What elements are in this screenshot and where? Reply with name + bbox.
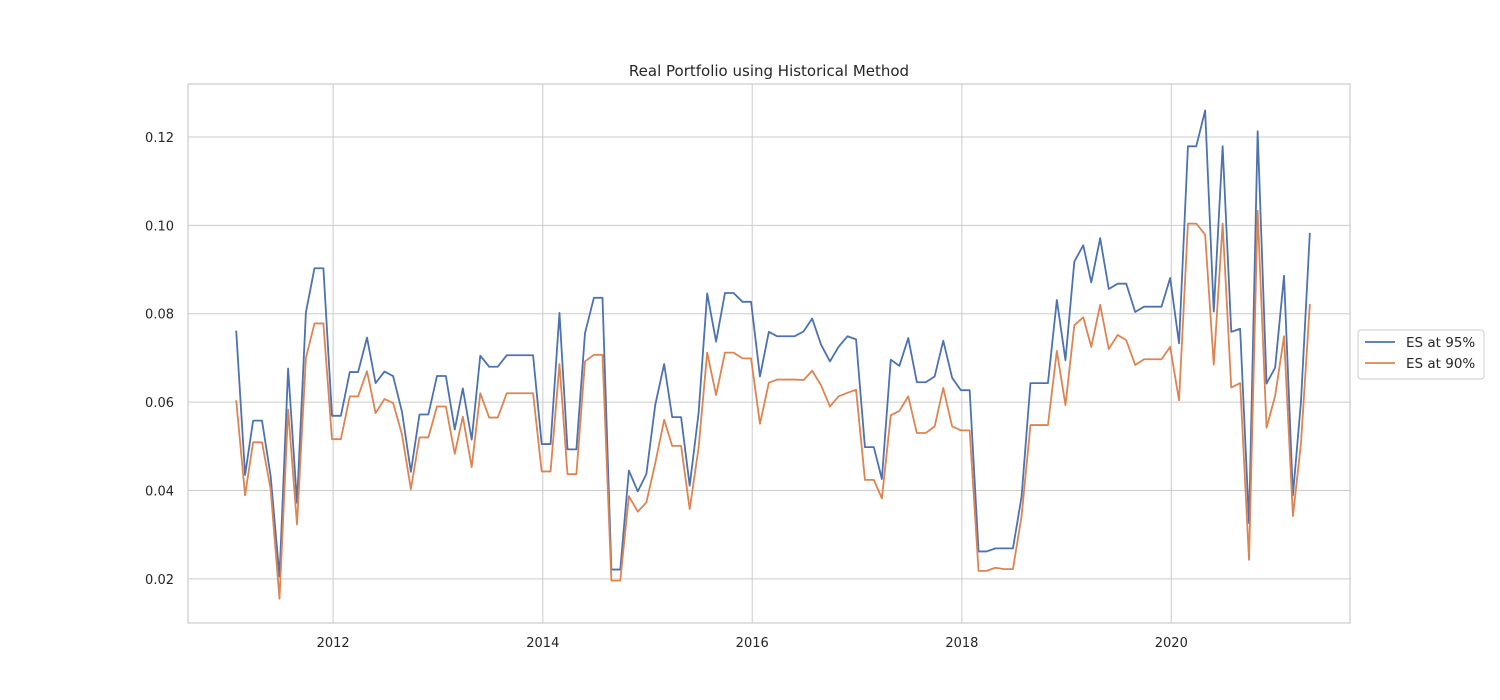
- y-tick-label: 0.12: [145, 131, 174, 146]
- legend-label-es90: ES at 90%: [1406, 356, 1475, 372]
- x-tick-label: 2020: [1155, 636, 1188, 651]
- legend-label-es95: ES at 95%: [1406, 335, 1475, 351]
- x-tick-label: 2014: [526, 636, 559, 651]
- legend: ES at 95% ES at 90%: [1357, 329, 1485, 380]
- series-layer: [235, 109, 1311, 600]
- chart-title: Real Portfolio using Historical Method: [629, 62, 909, 80]
- x-tick-label: 2016: [736, 636, 769, 651]
- series-line-es90: [235, 209, 1311, 600]
- y-tick-label: 0.10: [145, 219, 174, 234]
- x-tick-label: 2018: [945, 636, 978, 651]
- x-tick-labels: 2012 2014 2016 2018 2020: [317, 636, 1188, 651]
- x-tick-label: 2012: [317, 636, 350, 651]
- y-tick-labels: 0.02 0.04 0.06 0.08 0.10 0.12: [145, 131, 174, 588]
- series-line-es95: [235, 109, 1311, 578]
- y-tick-label: 0.04: [145, 484, 174, 499]
- y-tick-label: 0.08: [145, 308, 174, 323]
- y-tick-label: 0.06: [145, 396, 174, 411]
- y-tick-label: 0.02: [145, 573, 174, 588]
- plot-frame: [187, 83, 1351, 624]
